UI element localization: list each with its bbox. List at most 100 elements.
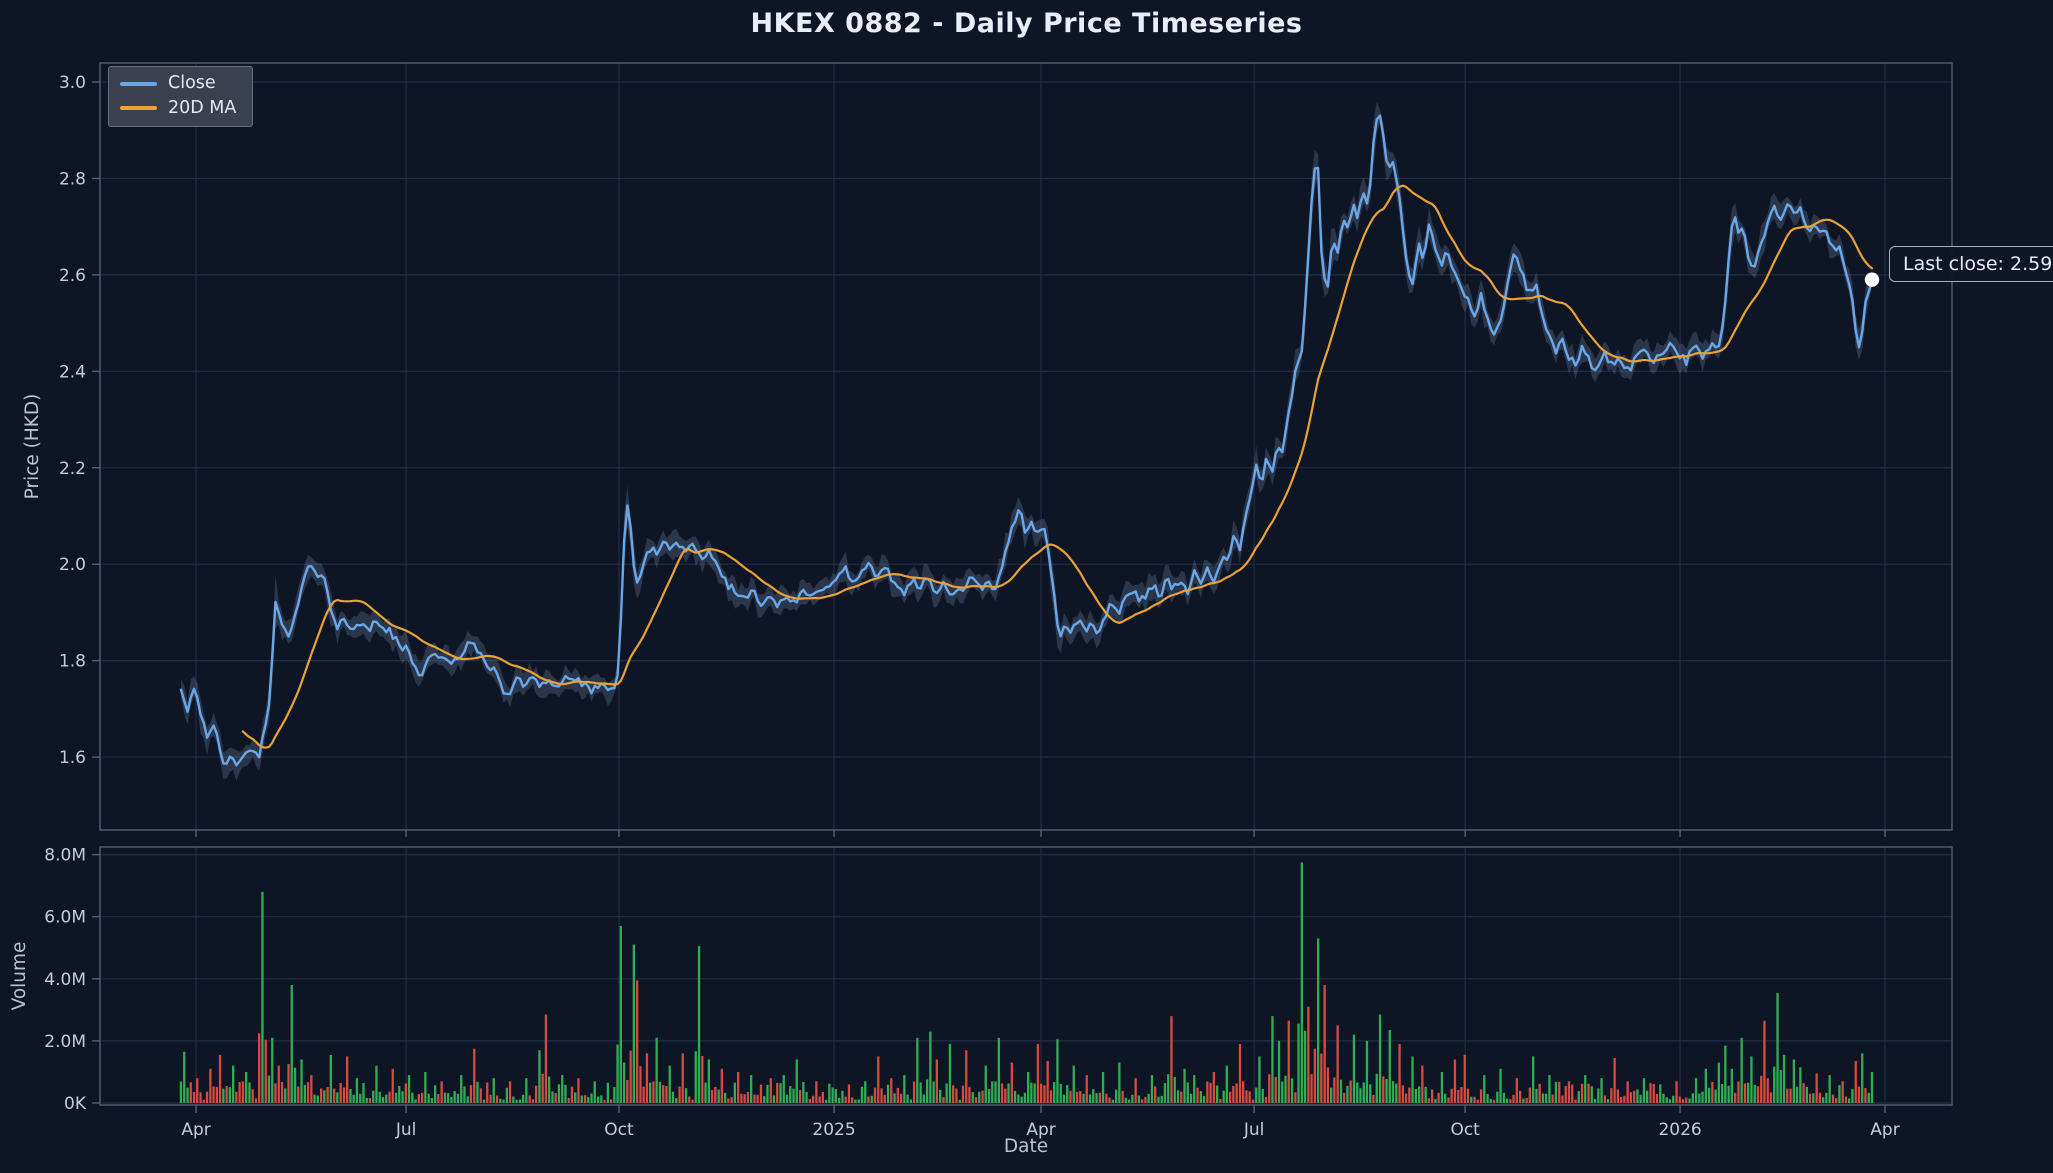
volume-bar: [772, 1095, 776, 1103]
volume-bar: [929, 1031, 932, 1103]
volume-bar: [1610, 1088, 1613, 1103]
volume-bar: [1186, 1082, 1189, 1103]
volume-bar: [623, 1062, 626, 1103]
price-tick-label: 2.8: [59, 169, 86, 189]
volume-bar: [1802, 1083, 1805, 1103]
price-tick-label: 3.0: [59, 73, 86, 93]
volume-bar: [1747, 1082, 1750, 1103]
volume-bar: [551, 1091, 554, 1103]
volume-bar: [502, 1099, 505, 1103]
volume-bar: [1056, 1039, 1059, 1103]
volume-bar: [1277, 1040, 1281, 1103]
volume-bar: [1075, 1091, 1079, 1103]
volume-bar: [564, 1084, 567, 1103]
volume-bar: [1339, 1079, 1343, 1103]
volume-bar: [759, 1084, 763, 1103]
volume-bar: [196, 1078, 199, 1103]
volume-bar: [688, 1096, 691, 1103]
volume-bar: [339, 1083, 342, 1103]
volume-bar: [756, 1094, 759, 1103]
volume-bar: [1825, 1092, 1828, 1103]
volume-bar: [359, 1093, 362, 1103]
volume-bar: [912, 1081, 916, 1103]
volume-bar: [1861, 1053, 1864, 1103]
volume-bar: [1701, 1091, 1704, 1103]
price-tick-label: 1.8: [59, 652, 86, 672]
volume-bar: [1587, 1083, 1590, 1103]
volume-bar: [942, 1097, 945, 1103]
volume-bar: [1027, 1072, 1030, 1103]
volume-bar: [1268, 1074, 1271, 1103]
volume-bar: [1310, 1074, 1313, 1103]
volume-bar: [310, 1075, 313, 1103]
volume-bar: [1519, 1090, 1522, 1103]
volume-bar: [499, 1098, 502, 1103]
volume-bar: [1590, 1086, 1593, 1103]
volume-bar: [961, 1085, 965, 1103]
volume-bar: [460, 1075, 463, 1103]
volume-bar: [1655, 1094, 1659, 1103]
volume-bar: [215, 1087, 218, 1103]
volume-bar: [567, 1098, 570, 1103]
volume-bar: [1773, 1066, 1776, 1103]
legend: Close 20D MA: [108, 66, 254, 127]
volume-bar: [505, 1087, 508, 1103]
volume-bar: [349, 1089, 352, 1103]
volume-bar: [1261, 1089, 1264, 1103]
price-axis-label: Price (HKD): [22, 394, 43, 500]
volume-bar: [424, 1072, 427, 1103]
volume-bar: [684, 1088, 688, 1103]
high-low-band: [181, 101, 1872, 782]
volume-bar: [179, 1081, 183, 1103]
volume-bar: [1440, 1072, 1444, 1103]
volume-bar: [313, 1094, 316, 1103]
volume-bar: [864, 1081, 867, 1103]
ma-line-swatch: [120, 106, 157, 111]
volume-bar: [456, 1093, 460, 1103]
volume-bar: [192, 1092, 196, 1103]
volume-bar: [1463, 1054, 1466, 1103]
volume-bar: [697, 946, 701, 1103]
volume-bar: [802, 1082, 805, 1103]
volume-bar: [1616, 1089, 1619, 1103]
volume-bar: [1603, 1095, 1606, 1103]
volume-bar: [945, 1083, 948, 1103]
volume-bar: [1740, 1037, 1743, 1103]
volume-bar: [1486, 1094, 1489, 1103]
volume-bar: [707, 1059, 710, 1103]
volume-bar: [958, 1099, 961, 1103]
volume-bar: [1551, 1094, 1554, 1103]
volume-bar: [1659, 1084, 1662, 1103]
volume-bar: [1444, 1093, 1447, 1103]
volume-bar: [1225, 1065, 1228, 1103]
volume-bar: [994, 1081, 997, 1103]
volume-bar: [365, 1098, 368, 1103]
volume-bar: [600, 1095, 603, 1103]
volume-bar: [792, 1088, 795, 1103]
volume-bar: [1743, 1083, 1747, 1103]
volume-bar: [1255, 1087, 1258, 1103]
volume-bar: [548, 1076, 551, 1103]
volume-bar: [987, 1089, 991, 1103]
volume-bar: [1694, 1078, 1698, 1103]
volume-bar: [414, 1099, 417, 1103]
volume-bar: [290, 985, 293, 1103]
volume-bar: [417, 1094, 420, 1103]
volume-bar: [818, 1096, 821, 1103]
volume-bar: [668, 1065, 671, 1103]
volume-bar: [1434, 1098, 1437, 1103]
volume-bar: [681, 1053, 684, 1103]
volume-bar: [1649, 1083, 1652, 1103]
volume-bar: [939, 1090, 942, 1103]
x-tick-label: 2026: [1658, 1120, 1701, 1140]
volume-bar: [1408, 1087, 1411, 1103]
volume-bar: [398, 1085, 401, 1103]
volume-bar: [261, 891, 264, 1103]
volume-bar: [199, 1092, 202, 1103]
volume-bar: [1639, 1094, 1642, 1103]
volume-bar: [1828, 1075, 1831, 1103]
volume-bar: [1851, 1089, 1854, 1103]
price-panel-spine: [99, 62, 1953, 831]
volume-bar: [893, 1093, 896, 1103]
volume-bar: [1023, 1092, 1026, 1103]
